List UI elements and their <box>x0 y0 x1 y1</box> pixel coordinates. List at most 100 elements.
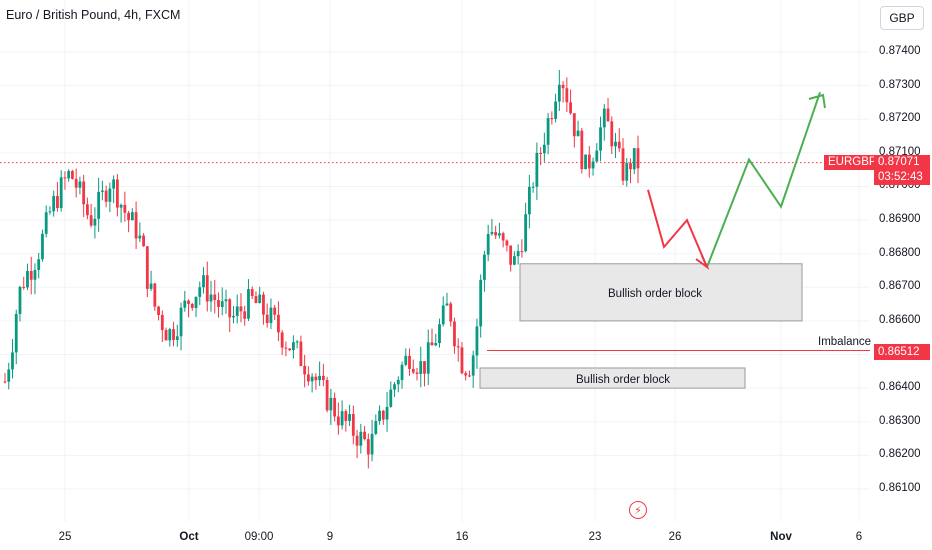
candle-body <box>550 118 554 120</box>
candle-body <box>408 355 411 369</box>
candle-body <box>509 245 513 265</box>
candle-body <box>194 296 198 308</box>
order-block-label-upper: Bullish order block <box>608 288 702 300</box>
candle-body <box>438 324 441 344</box>
candle-body <box>228 299 232 318</box>
candle-body <box>561 84 565 89</box>
imbalance-price-tag: 0.86512 <box>874 344 930 360</box>
candle-body <box>93 218 97 226</box>
candle-body <box>531 186 535 188</box>
candle-body <box>318 375 322 381</box>
candle-body <box>456 346 460 348</box>
candle-body <box>479 279 483 327</box>
price-tick-label: 0.86800 <box>879 246 921 259</box>
candle-body <box>599 127 602 151</box>
candle-body <box>303 365 307 375</box>
lightning-icon[interactable]: ⚡ <box>629 501 647 519</box>
candle-body <box>306 374 310 382</box>
candle-body <box>52 195 56 212</box>
candle-body <box>67 171 71 179</box>
candle-body <box>336 416 340 426</box>
candle-body <box>617 141 621 149</box>
candle-body <box>546 118 550 145</box>
candle-body <box>602 108 606 128</box>
candle-body <box>108 188 112 202</box>
candle-body <box>262 294 265 315</box>
candle-body <box>542 144 546 154</box>
candle-body <box>389 389 393 407</box>
time-tick-label: 26 <box>668 531 682 543</box>
projection-up-arrowhead <box>808 93 826 109</box>
price-tick-label: 0.86300 <box>879 414 921 427</box>
price-tick-label: 0.86600 <box>879 313 921 326</box>
candle-body <box>325 379 329 411</box>
candle-body <box>366 439 370 455</box>
price-tick-label: 0.87400 <box>879 45 921 57</box>
price-tick-label: 0.87300 <box>879 78 921 91</box>
candle-body <box>411 368 415 373</box>
time-tick-label: 6 <box>855 531 863 543</box>
candle-body <box>423 361 426 374</box>
candle-body <box>7 369 11 382</box>
candle-body <box>269 307 273 324</box>
candle-body <box>629 163 632 170</box>
candle-body <box>396 379 400 385</box>
candle-body <box>441 305 445 325</box>
candle-body <box>86 204 89 216</box>
candlestick-chart[interactable] <box>0 0 870 550</box>
candle-body <box>37 259 41 271</box>
candle-body <box>280 332 284 348</box>
candle-body <box>490 232 494 235</box>
candle-body <box>415 372 419 374</box>
candle-body <box>157 306 160 315</box>
price-tick-label: 0.86900 <box>879 213 921 226</box>
candle-body <box>239 306 243 312</box>
candle-body <box>520 251 524 253</box>
projection-up-line <box>706 92 821 268</box>
candle-body <box>363 431 366 440</box>
candle-body <box>524 214 528 252</box>
candle-body <box>190 303 194 308</box>
candle-body <box>576 130 580 137</box>
candle-body <box>71 171 74 179</box>
candle-body <box>224 299 228 302</box>
candle-body <box>378 410 381 422</box>
candle-body <box>26 271 29 288</box>
time-tick-label: 23 <box>588 531 602 543</box>
candle-body <box>138 235 142 239</box>
candle-body <box>464 373 468 376</box>
candle-body <box>512 256 516 265</box>
candle-body <box>471 355 475 376</box>
countdown-timer: 03:52:43 <box>878 171 923 183</box>
price-tick-label: 0.86100 <box>879 482 921 494</box>
candle-body <box>205 275 209 302</box>
candle-body <box>614 141 617 147</box>
candle-body <box>419 361 423 374</box>
time-tick-label: 25 <box>58 531 72 543</box>
candle-body <box>89 215 93 226</box>
candle-body <box>340 411 344 426</box>
candle-body <box>175 336 179 340</box>
candle-body <box>527 186 531 215</box>
candle-body <box>97 191 101 219</box>
candle-body <box>381 410 385 420</box>
candle-body <box>130 212 134 221</box>
candle-body <box>385 406 389 420</box>
candle-body <box>183 300 187 308</box>
candle-body <box>82 181 86 205</box>
candle-body <box>56 195 59 209</box>
candle-body <box>584 154 587 170</box>
candle-body <box>168 329 172 341</box>
currency-selector[interactable]: GBP <box>880 6 924 30</box>
candle-body <box>172 329 175 340</box>
candle-body <box>632 148 636 170</box>
candle-body <box>149 283 153 289</box>
candle-body <box>220 301 224 308</box>
candle-body <box>217 300 220 308</box>
candle-body <box>468 375 471 377</box>
candle-body <box>202 275 205 288</box>
candle-body <box>295 341 299 343</box>
candle-body <box>348 413 351 421</box>
price-tick-label: 0.86700 <box>879 280 921 293</box>
candle-body <box>359 431 363 446</box>
